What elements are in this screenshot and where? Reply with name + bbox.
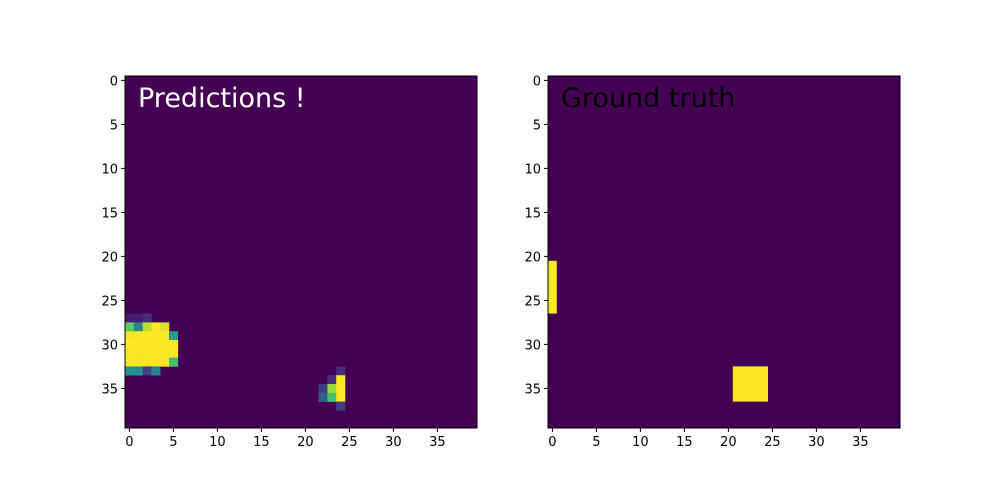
predictions-x-axis: 0 5 10 15 20 25 30 35 xyxy=(125,428,446,450)
y-tick-label: 20 xyxy=(101,250,118,265)
heatmap-cell xyxy=(125,331,135,341)
predictions-y-axis: 0 5 10 15 20 25 30 35 xyxy=(101,74,125,397)
heatmap-cell xyxy=(151,322,161,332)
heatmap-cell xyxy=(327,384,337,394)
heatmap-cell xyxy=(318,392,328,402)
x-tick-label: 10 xyxy=(632,435,649,450)
predictions-axes-frame xyxy=(124,75,478,429)
heatmap-cell xyxy=(133,357,143,367)
heatmap-cell xyxy=(142,348,152,358)
heatmap-cell xyxy=(142,357,152,367)
y-tick-label: 30 xyxy=(524,338,541,353)
predictions-heatmap xyxy=(125,76,477,428)
heatmap-cell xyxy=(125,340,135,350)
heatmap-cell xyxy=(151,366,161,376)
heatmap-cell xyxy=(151,348,161,358)
heatmap-cell xyxy=(142,322,152,332)
x-tick-label: 5 xyxy=(169,435,177,450)
heatmap-cell xyxy=(327,375,337,385)
heatmap-cell xyxy=(133,340,143,350)
heatmap-cell xyxy=(125,348,135,358)
y-tick-label: 25 xyxy=(524,294,541,309)
ground-truth-heatmap xyxy=(548,76,900,428)
heatmap-cell xyxy=(169,357,179,367)
heatmap-cell xyxy=(169,340,179,350)
x-tick-label: 15 xyxy=(676,435,693,450)
y-tick-label: 15 xyxy=(101,206,118,221)
heatmap-cell xyxy=(133,313,143,323)
ground-truth-y-axis: 0 5 10 15 20 25 30 35 xyxy=(524,74,548,397)
heatmap-cell xyxy=(336,392,346,402)
x-tick-label: 0 xyxy=(548,435,556,450)
x-tick-label: 30 xyxy=(385,435,402,450)
heatmap-region xyxy=(732,366,768,402)
heatmap-cell xyxy=(142,366,152,376)
heatmap-cell xyxy=(160,348,170,358)
heatmap-cell xyxy=(151,357,161,367)
heatmap-cell xyxy=(125,322,135,332)
heatmap-region xyxy=(548,260,557,314)
heatmap-cell xyxy=(336,375,346,385)
heatmap-cell xyxy=(327,392,337,402)
y-tick-label: 35 xyxy=(101,382,118,397)
y-tick-label: 5 xyxy=(110,118,118,133)
x-tick-label: 35 xyxy=(852,435,869,450)
x-tick-label: 5 xyxy=(592,435,600,450)
x-tick-label: 20 xyxy=(297,435,314,450)
y-tick-label: 20 xyxy=(524,250,541,265)
heatmap-cell xyxy=(160,331,170,341)
ground-truth-heatmap-panel: 0 5 10 15 20 25 30 35 0 5 10 15 20 25 30 35 Ground tru… xyxy=(524,74,901,450)
heatmap-cell xyxy=(125,357,135,367)
predictions-title: Predictions ! xyxy=(138,83,306,114)
heatmap-cell xyxy=(318,384,328,394)
heatmap-background xyxy=(548,76,900,428)
heatmap-cell xyxy=(160,322,170,332)
heatmap-cell xyxy=(151,331,161,341)
heatmap-cell xyxy=(125,366,135,376)
heatmap-cell xyxy=(125,313,135,323)
y-tick-label: 15 xyxy=(524,206,541,221)
heatmap-cell xyxy=(142,331,152,341)
x-tick-label: 25 xyxy=(764,435,781,450)
heatmap-cell xyxy=(336,384,346,394)
heatmap-cell xyxy=(133,331,143,341)
y-tick-label: 30 xyxy=(101,338,118,353)
ground-truth-axes-frame xyxy=(547,75,901,429)
heatmap-cell xyxy=(336,401,346,411)
heatmap-background xyxy=(125,76,477,428)
heatmap-cell xyxy=(169,348,179,358)
heatmap-cell xyxy=(160,357,170,367)
y-tick-label: 5 xyxy=(533,118,541,133)
y-tick-label: 25 xyxy=(101,294,118,309)
y-tick-label: 10 xyxy=(524,162,541,177)
predictions-heatmap-panel: 0 5 10 15 20 25 30 35 0 5 10 15 20 25 30 35 Prediction… xyxy=(101,74,478,450)
heatmap-cell xyxy=(142,340,152,350)
x-tick-label: 0 xyxy=(125,435,133,450)
y-tick-label: 35 xyxy=(524,382,541,397)
heatmap-cell xyxy=(133,366,143,376)
x-tick-label: 30 xyxy=(808,435,825,450)
x-tick-label: 20 xyxy=(720,435,737,450)
x-tick-label: 10 xyxy=(209,435,226,450)
ground-truth-x-axis: 0 5 10 15 20 25 30 35 xyxy=(548,428,869,450)
heatmap-cell xyxy=(151,340,161,350)
heatmap-cell xyxy=(336,366,346,376)
y-tick-label: 0 xyxy=(533,74,541,89)
heatmap-cell xyxy=(142,313,152,323)
y-tick-label: 0 xyxy=(110,74,118,89)
heatmap-cell xyxy=(160,340,170,350)
y-tick-label: 10 xyxy=(101,162,118,177)
heatmap-cell xyxy=(133,322,143,332)
x-tick-label: 25 xyxy=(341,435,358,450)
x-tick-label: 35 xyxy=(429,435,446,450)
heatmap-cell xyxy=(169,331,179,341)
x-tick-label: 15 xyxy=(253,435,270,450)
heatmap-cell xyxy=(133,348,143,358)
ground-truth-title: Ground truth xyxy=(561,83,735,114)
